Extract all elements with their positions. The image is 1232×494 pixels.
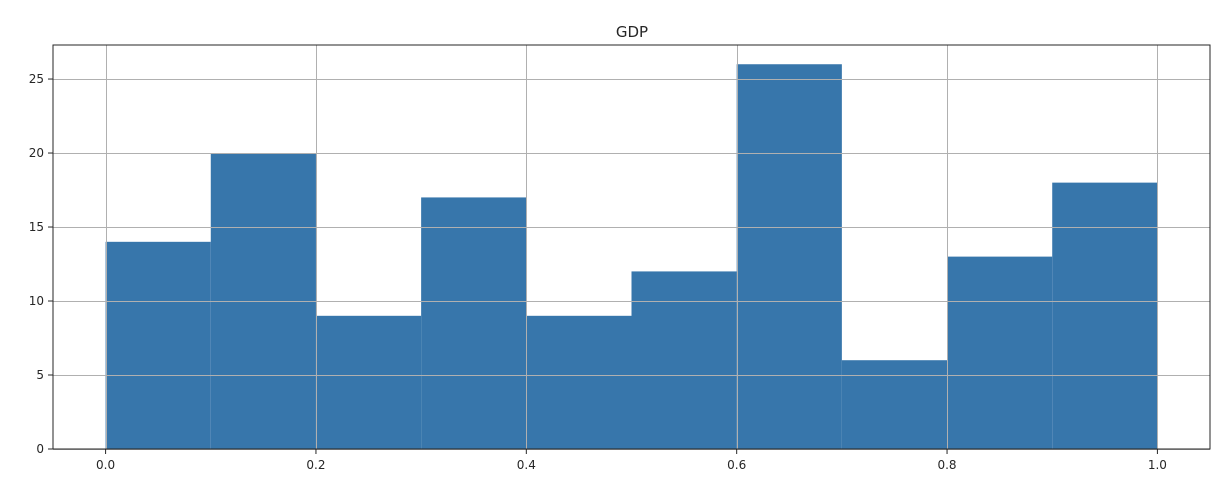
x-tick-label-5: 1.0 [1148, 458, 1167, 472]
chart-title: GDP [616, 23, 648, 41]
bar-2 [315, 315, 422, 449]
bars [53, 45, 1210, 450]
bar-7 [841, 360, 948, 449]
bar-4 [526, 315, 632, 449]
x-tick-label-4: 0.8 [937, 458, 956, 472]
x-tick-label-3: 0.6 [727, 458, 746, 472]
bar-9 [1052, 182, 1158, 449]
x-tick-label-2: 0.4 [517, 458, 536, 472]
bar-3 [421, 197, 527, 449]
y-tick-label-5: 25 [29, 72, 44, 86]
y-tick-label-3: 15 [29, 220, 44, 234]
y-tick-label-4: 20 [29, 146, 44, 160]
bar-0 [105, 241, 211, 449]
y-tick-label-1: 5 [36, 368, 44, 382]
bar-6 [736, 64, 842, 449]
ticks: 0.0 0.2 0.4 0.6 0.8 1.0 0 5 10 15 20 25 [29, 72, 1167, 472]
axes-frame [52, 44, 1211, 450]
bar-8 [947, 256, 1053, 449]
y-tick-label-2: 10 [29, 294, 44, 308]
x-tick-label-1: 0.2 [306, 458, 325, 472]
bar-5 [631, 271, 737, 449]
x-tick-label-0: 0.0 [96, 458, 115, 472]
y-tick-label-0: 0 [36, 442, 44, 456]
